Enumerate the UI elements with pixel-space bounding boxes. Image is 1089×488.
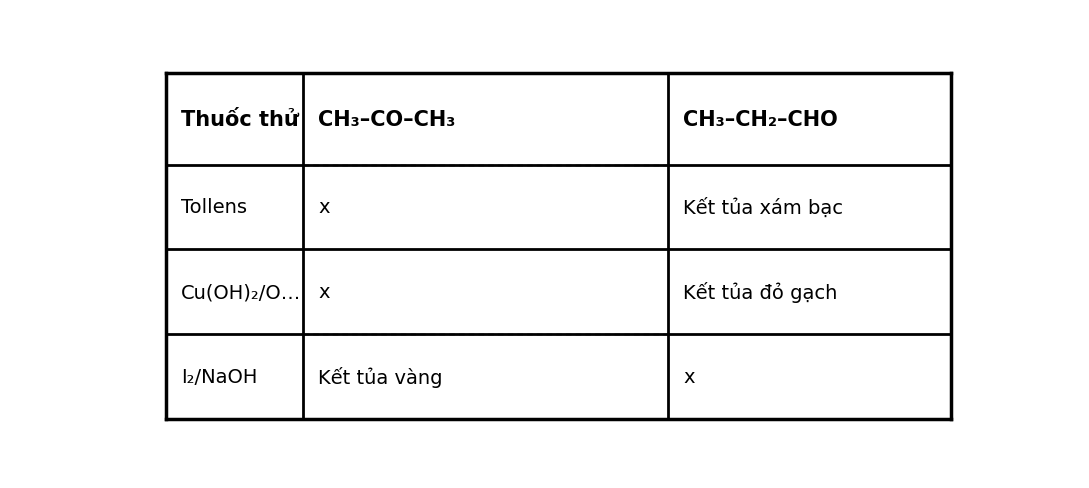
Text: Cu(OH)₂/O…: Cu(OH)₂/O… xyxy=(181,283,301,302)
Text: I₂/NaOH: I₂/NaOH xyxy=(181,367,257,386)
Text: Kết tủa xám bạc: Kết tủa xám bạc xyxy=(683,198,843,218)
Text: x: x xyxy=(318,198,330,217)
Text: x: x xyxy=(318,283,330,302)
Text: Thuốc thử: Thuốc thử xyxy=(181,109,298,129)
Text: CH₃–CO–CH₃: CH₃–CO–CH₃ xyxy=(318,109,455,129)
Text: Tollens: Tollens xyxy=(181,198,247,217)
Text: Kết tủa vàng: Kết tủa vàng xyxy=(318,366,443,387)
Text: x: x xyxy=(683,367,695,386)
Text: Kết tủa đỏ gạch: Kết tủa đỏ gạch xyxy=(683,282,837,303)
Text: CH₃–CH₂–CHO: CH₃–CH₂–CHO xyxy=(683,109,837,129)
